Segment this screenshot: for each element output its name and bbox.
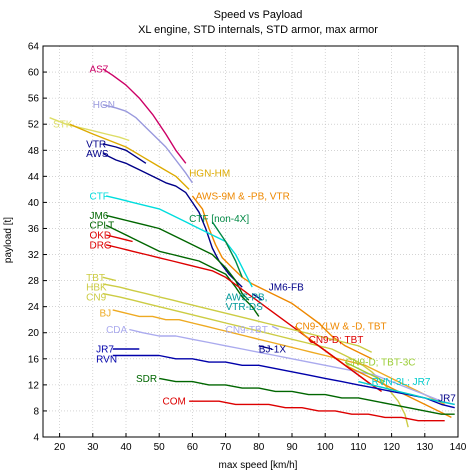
series-label-cn9-tbt: CN9-TBT [226, 325, 268, 336]
series-label-com: COM [163, 397, 186, 408]
series-label-jr7: JR7 [96, 345, 114, 356]
y-tick-label: 44 [28, 172, 40, 183]
x-tick-label: 110 [350, 442, 366, 453]
y-tick-label: 40 [28, 198, 40, 209]
series-line-hbk [102, 283, 373, 353]
x-tick-label: 130 [416, 442, 433, 453]
series-line-bj [112, 309, 446, 406]
plot-frame [42, 45, 459, 438]
x-tick-label: 30 [87, 442, 99, 453]
series-label-cn9-ylw-d-tbt: CN9-YLW & -D, TBT [295, 322, 386, 333]
series-label-bj-1x: BJ-1X [259, 345, 287, 356]
y-tick-label: 36 [28, 224, 40, 235]
y-tick-label: 8 [33, 406, 39, 417]
series-line-cn9-d-tbt [308, 338, 373, 386]
series-line-tbt [102, 276, 117, 282]
y-tick-label: 60 [28, 68, 40, 79]
series-line-cn9-tbt [271, 325, 280, 331]
series-label-drg: DRG [89, 240, 111, 251]
series-line-vtr [102, 143, 147, 164]
series-label-sdr: SDR [136, 374, 157, 385]
series-label-rvn-3l-jr7: RVN-3L; JR7 [372, 377, 431, 388]
series-label-vtr: VTR [86, 139, 106, 150]
x-tick-label: 120 [383, 442, 400, 453]
series-label-cn9-d-tbt-3c: CN9-D; TBT-3C [345, 358, 415, 369]
x-tick-label: 100 [317, 442, 334, 453]
series-label-ctf-non-4x: CTF [non-4X] [189, 214, 249, 225]
series-line-aws-9m-pb-vtr [191, 195, 373, 360]
y-tick-label: 20 [28, 328, 40, 339]
series-line-hgn [102, 104, 193, 184]
series-line-cn9 [102, 292, 409, 428]
series-line-cplt [105, 224, 260, 317]
x-axis-label: max speed [km/h] [219, 460, 298, 471]
series-line-cda [129, 328, 455, 406]
x-tick-label: 80 [253, 442, 265, 453]
series-label-hgn-hm: HGN-HM [189, 169, 230, 180]
series-label-hgn: HGN [93, 100, 115, 111]
x-tick-label: 50 [154, 442, 166, 453]
series-label-cn9-d-tbt: CN9-D; TBT [309, 335, 364, 346]
series-label-rvn: RVN [96, 354, 117, 365]
series-line-cn9-d-tbt-3c [344, 361, 386, 383]
series-line-hgn-hm [69, 123, 190, 190]
series-lines [49, 68, 455, 428]
series-label-tbt: TBT [86, 273, 105, 284]
x-tick-label: 140 [450, 442, 467, 453]
series-label-ctf: CTF [89, 191, 108, 202]
series-line-com [189, 400, 445, 422]
y-tick-label: 12 [28, 380, 40, 391]
series-label-bj: BJ [99, 309, 111, 320]
x-tick-label: 40 [120, 442, 132, 453]
series-label-aws: AWS [86, 149, 109, 160]
x-tick-label: 60 [187, 442, 199, 453]
y-tick-label: 24 [28, 302, 40, 313]
series-line-stk [49, 117, 130, 142]
series-label-hbk: HBK [86, 283, 107, 294]
axes: 20 30 40 50 60 70 80 90 100 110 120 130 140481216202… [28, 42, 467, 454]
x-tick-label: 20 [54, 442, 66, 453]
series-line-jm6 [105, 214, 250, 301]
chart-subtitle: XL engine, STD internals, STD armor, max… [138, 24, 378, 36]
y-axis-label: payload [t] [3, 217, 14, 263]
series-label-vtr-ds: VTR-DS [226, 302, 264, 313]
y-tick-label: 28 [28, 276, 40, 287]
y-tick-label: 48 [28, 146, 40, 157]
series-line-as7 [102, 68, 187, 164]
series-label-aws-9m-pb-vtr: AWS-9M & -PB, VTR [196, 191, 290, 202]
series-line-ctf [105, 195, 253, 288]
y-tick-label: 4 [33, 433, 39, 444]
series-line-aws [102, 152, 243, 288]
y-tick-label: 32 [28, 250, 40, 261]
y-tick-label: 56 [28, 94, 40, 105]
y-tick-label: 64 [28, 42, 40, 53]
series-label-cda: CDA [106, 325, 127, 336]
series-label-jm6-fb: JM6-FB [269, 283, 304, 294]
series-label-stk: STK [53, 120, 73, 131]
series-line-bj-1x [258, 345, 273, 350]
series-label-cplt: CPLT [89, 221, 114, 232]
series-line-sdr [159, 377, 455, 415]
series-line-ctf-non-4x [211, 221, 243, 278]
series-label-okd: OKD [89, 230, 111, 241]
series-line-jm6-fb [251, 293, 263, 301]
x-tick-label: 90 [286, 442, 298, 453]
chart-title: Speed vs Payload [214, 9, 303, 21]
series-line-rvn-3l-jr7 [358, 380, 455, 406]
series-line-okd [105, 234, 133, 243]
x-tick-label: 70 [220, 442, 232, 453]
series-label-jr7: JR7 [438, 393, 456, 404]
series-label-cn9: CN9 [86, 292, 106, 303]
y-tick-label: 16 [28, 354, 40, 365]
series-label-as7: AS7 [89, 64, 108, 75]
series-label-jm6: JM6 [89, 211, 108, 222]
y-tick-label: 52 [28, 120, 40, 131]
series-line-rvn [112, 354, 455, 409]
series-label-aws-pb: AWS-PB, [226, 292, 268, 303]
